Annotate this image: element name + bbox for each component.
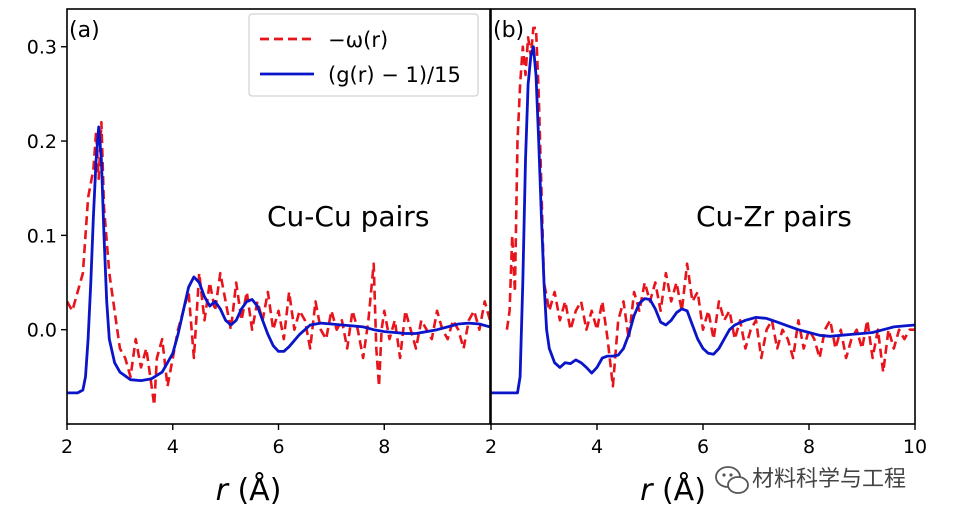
- series-g-line-b: [491, 45, 915, 395]
- legend-box: [248, 13, 479, 97]
- y-tick-label: 0.1: [27, 225, 57, 247]
- series-omega-line-a: [67, 120, 490, 407]
- legend: −ω(r) (g(r) − 1)/15: [248, 13, 479, 97]
- x-tick-label: 2: [61, 436, 73, 458]
- y-tick-label: 0.2: [27, 131, 57, 153]
- x-tick-label: 8: [803, 436, 815, 458]
- panel-b: 2 4 6 8 10 r (Å) (b) Cu-Zr pairs: [485, 8, 927, 508]
- x-tick-label: 8: [378, 436, 390, 458]
- x-axis-label: r (Å): [640, 472, 706, 508]
- pair-annotation: Cu-Cu pairs: [267, 200, 429, 233]
- x-tick-label: 6: [272, 436, 284, 458]
- x-tick-label: 10: [903, 436, 927, 458]
- y-axis-ticks: 0.0 0.1 0.2 0.3: [27, 37, 67, 342]
- x-tick-label: 6: [697, 436, 709, 458]
- y-tick-label: 0.3: [27, 37, 57, 59]
- x-tick-label: 4: [591, 436, 603, 458]
- series-omega-line-b: [505, 26, 915, 388]
- x-tick-label: 4: [167, 436, 179, 458]
- legend-label-omega: −ω(r): [328, 28, 388, 52]
- legend-label-g: (g(r) − 1)/15: [328, 63, 461, 87]
- watermark: 材料科学与工程: [715, 466, 906, 494]
- y-tick-label: 0.0: [27, 320, 57, 342]
- x-axis-label: r (Å): [216, 472, 282, 508]
- series-g-line-a: [67, 125, 490, 395]
- panel-a: 2 4 6 8 r (Å) (a) Cu-Cu pairs: [61, 8, 491, 508]
- wechat-icon: [715, 466, 749, 494]
- panel-label: (a): [69, 18, 100, 43]
- panel-label: (b): [493, 18, 524, 43]
- watermark-text: 材料科学与工程: [752, 467, 906, 492]
- x-tick-label: 2: [485, 436, 497, 458]
- pair-annotation: Cu-Zr pairs: [696, 200, 852, 233]
